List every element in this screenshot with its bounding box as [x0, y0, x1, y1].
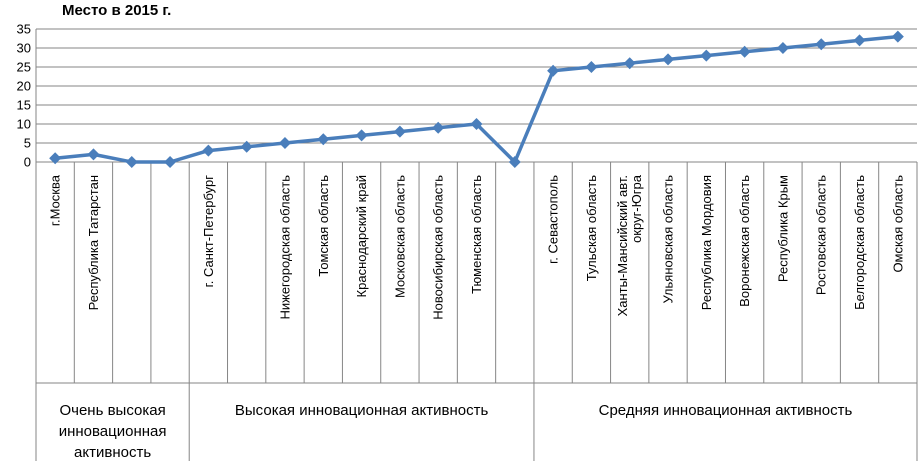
group-labels: Очень высокая инновационная активность Высо… [59, 402, 853, 461]
data-point [585, 61, 598, 73]
data-point [202, 144, 215, 157]
data-point [164, 156, 177, 168]
series-markers [49, 30, 904, 168]
data-point [891, 30, 904, 43]
y-tick-label: 35 [17, 22, 31, 37]
y-tick-label: 5 [24, 136, 31, 151]
category-label: г. Севастополь [546, 175, 561, 264]
category-labels: г.Москва Республика Татарстан г. Санкт-Пет… [48, 174, 906, 320]
x-axis [35, 161, 918, 461]
data-point [355, 129, 368, 142]
group-label: инновационная [59, 423, 167, 440]
category-label: Тульская область [584, 175, 599, 281]
category-label: Республика Крым [775, 175, 790, 282]
data-point [508, 156, 521, 168]
gridlines [36, 28, 917, 144]
category-label: Московская область [392, 175, 407, 298]
data-point [87, 148, 100, 161]
data-point [432, 121, 445, 134]
data-point [700, 49, 713, 62]
category-label: Республика Мордовия [699, 175, 714, 310]
data-point [623, 57, 636, 70]
data-point [776, 42, 789, 54]
data-point [662, 53, 675, 66]
category-label: Ульяновская область [661, 175, 676, 304]
category-label: Омская область [890, 175, 905, 273]
y-tick-label: 20 [17, 79, 31, 94]
group-label: активность [74, 444, 151, 461]
category-label: Республика Татарстан [86, 175, 101, 310]
category-label: г.Москва [48, 174, 63, 226]
data-point [547, 64, 560, 77]
y-tick-label: 0 [24, 155, 31, 170]
y-tick-label: 15 [17, 98, 31, 113]
data-point [240, 140, 253, 153]
category-label: Томская область [316, 175, 331, 277]
data-point [393, 125, 406, 138]
group-label: Высокая инновационная активность [235, 402, 489, 419]
category-label: Ростовская область [814, 175, 829, 295]
data-point [317, 133, 330, 146]
category-label: Воронежская область [737, 175, 752, 307]
data-point [738, 45, 751, 58]
data-point [815, 38, 828, 51]
category-label: Ханты-Мансийский авт. [615, 175, 630, 316]
data-point [470, 118, 483, 130]
data-point [49, 152, 62, 165]
category-label: Новосибирская область [431, 175, 446, 320]
group-label: Средняя инновационная активность [599, 402, 853, 419]
category-label: округ-Югра [629, 174, 644, 243]
y-tick-label: 30 [17, 41, 31, 56]
category-label: Белгородская область [852, 175, 867, 310]
y-axis: 0 5 10 15 20 25 30 35 [17, 22, 37, 170]
data-point [853, 34, 866, 47]
chart-title: Место в 2015 г. [62, 2, 171, 19]
category-label: г. Санкт-Петербург [201, 175, 216, 288]
y-tick-label: 10 [17, 117, 31, 132]
category-label: Нижегородская область [277, 175, 292, 320]
group-label: Очень высокая [59, 402, 165, 419]
data-point [278, 137, 291, 149]
category-label: Тюменская область [469, 175, 484, 294]
y-tick-label: 25 [17, 60, 31, 75]
category-label: Краснодарский край [354, 175, 369, 297]
data-point [125, 156, 138, 168]
